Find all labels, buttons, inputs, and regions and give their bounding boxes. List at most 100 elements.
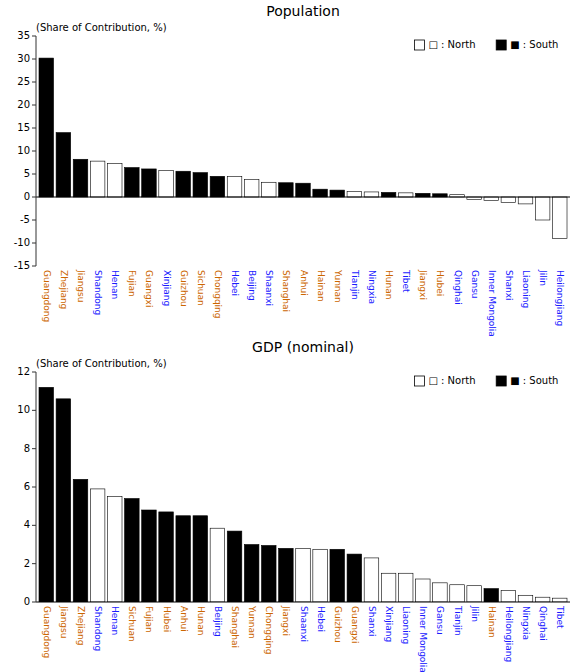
y-tick-label: 15 [17,122,30,133]
bar [552,598,567,602]
y-tick-label: 10 [17,404,30,415]
zero-line [36,197,570,198]
bar [296,548,311,602]
bar [279,183,294,197]
y-tick [32,151,36,152]
x-tick-label: Fujian [127,270,137,297]
bar [193,516,208,602]
x-tick-label: Shaanxi [299,606,309,642]
y-tick-label: 35 [17,30,30,41]
x-tick-label: Inner Mongolia [418,606,428,672]
y-tick [32,220,36,221]
bar [159,512,174,602]
y-tick-label: 0 [24,191,30,202]
x-tick-label: Shandong [93,606,103,651]
bar [313,189,328,197]
y-tick [32,197,36,198]
panel: Population(Share of Contribution, %)-15-… [14,3,570,337]
y-tick [32,563,36,564]
x-tick-label: Guangdong [42,270,52,322]
legend-label: □ : North [428,375,475,386]
x-tick-label: Shaanxi [264,270,274,306]
x-tick-label: Inner Mongolia [487,270,497,337]
bar [142,510,157,602]
bar [484,589,499,602]
y-tick-label: 0 [24,596,30,607]
x-tick-label: Tianjin [350,269,360,300]
x-tick-label: Hunan [384,270,394,299]
y-tick-label: 20 [17,99,30,110]
y-axis-label: (Share of Contribution, %) [36,358,167,369]
bar [484,197,499,201]
x-tick-label: Jiangxi [281,605,291,636]
x-tick-label: Jiangsu [76,269,86,302]
bar [56,133,71,197]
bar [501,197,516,203]
x-tick-label: Hainan [316,270,326,302]
bar [73,479,88,602]
x-tick-label: Guizhou [179,270,189,307]
bar [381,573,396,602]
x-tick-label: Chongqing [264,606,274,655]
bar [176,516,191,602]
x-tick-label: Qinghai [538,606,548,641]
y-tick [32,266,36,267]
x-tick-label: Guangxi [144,270,154,307]
bars [39,58,567,238]
x-tick-label: Ningxia [367,270,377,304]
x-tick-label: Gansu [470,270,480,299]
x-tick-label: Beijing [213,606,223,637]
x-tick-label: Henan [110,270,120,299]
bars [39,387,567,602]
x-tick-label: Guizhou [333,606,343,643]
bar [501,591,516,603]
legend-swatch [496,40,506,50]
bar [433,583,448,602]
x-tick-label: Anhui [299,270,309,296]
bar [125,168,140,197]
y-tick [32,243,36,244]
bar [73,159,88,197]
bar [518,595,533,602]
y-tick [32,36,36,37]
x-tick-label: Shanghai [281,270,291,312]
bar [364,558,379,602]
x-tick-label: Zhejiang [76,606,86,645]
y-tick [32,448,36,449]
bar [193,173,208,197]
bar [347,191,362,197]
x-tick-label: Hubei [435,270,445,296]
bar [535,597,550,602]
x-tick-label: Chongqing [213,270,223,319]
y-tick [32,372,36,373]
bar [330,190,345,197]
x-tick-label: Shanghai [230,606,240,648]
bar [107,163,122,197]
bar [210,176,225,197]
bar [450,585,465,602]
y-tick-label: 30 [17,53,30,64]
bar [313,549,328,602]
x-tick-label: Yunnan [247,605,257,639]
bar [227,176,242,197]
y-tick-label: 12 [17,366,30,377]
x-tick-label: Henan [110,606,120,635]
y-tick [32,59,36,60]
bar [90,489,105,602]
x-tick-label: Liaoning [521,270,531,308]
x-tick-label: Ningxia [521,606,531,640]
bar [416,193,431,197]
bar [467,586,482,602]
x-tick-label: Sichuan [196,270,206,306]
bar [244,180,259,197]
bar [261,545,276,602]
bar [159,170,174,197]
bar [364,192,379,197]
x-tick-label: Zhejiang [59,270,69,309]
x-tick-label: Anhui [179,606,189,632]
bar [142,169,157,197]
legend-swatch [414,376,424,386]
x-tick-label: Hebei [316,606,326,632]
x-tick-label: Jilin [470,605,480,622]
bar [244,545,259,603]
